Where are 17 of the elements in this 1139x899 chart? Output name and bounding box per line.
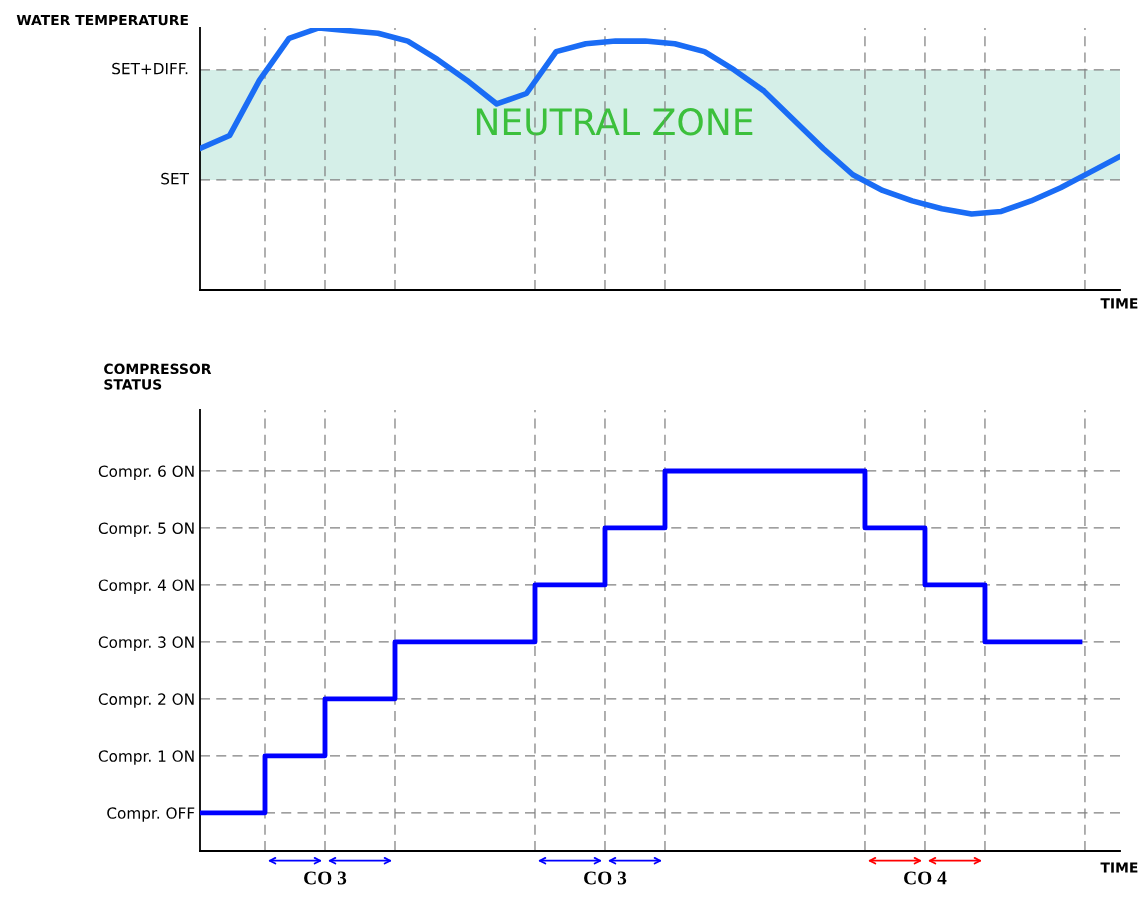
y-tick-label: Compr. 2 ON bbox=[98, 693, 194, 708]
ref-line-label: SET+DIFF. bbox=[112, 62, 188, 75]
ref-line-label: SET bbox=[161, 172, 189, 185]
text: CO 3 bbox=[584, 871, 627, 885]
text: CO 4 bbox=[904, 871, 947, 885]
y-axis-title: WATER TEMPERATURE bbox=[16, 14, 188, 26]
y-tick-label: Compr. 3 ON bbox=[98, 636, 194, 651]
x-axis-title: TIME bbox=[1100, 862, 1138, 873]
y-tick-label: Compr. 1 ON bbox=[98, 750, 194, 765]
y-tick-label: Compr. 5 ON bbox=[98, 522, 194, 537]
text: CO 3 bbox=[304, 871, 347, 885]
x-axis-title: TIME bbox=[1100, 298, 1138, 309]
y-tick-label: Compr. OFF bbox=[107, 807, 195, 822]
band-label: NEUTRAL ZONE bbox=[476, 108, 753, 136]
y-tick-label: Compr. 4 ON bbox=[98, 579, 194, 594]
y-tick-label: Compr. 6 ON bbox=[98, 465, 194, 480]
y-axis-title: COMPRESSOR STATUS bbox=[104, 363, 212, 390]
